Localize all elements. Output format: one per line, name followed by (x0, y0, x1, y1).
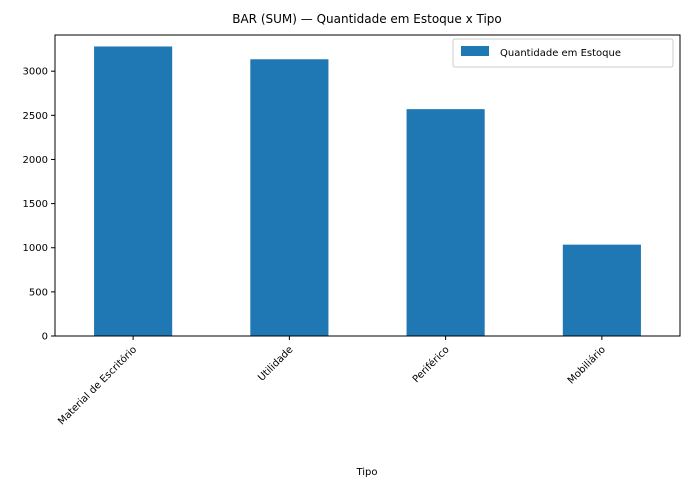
y-tick-label-4: 2000 (23, 155, 48, 166)
x-tick-label-3: Mobiliário (565, 344, 608, 387)
y-tick-label-0: 0 (42, 332, 48, 343)
y-tick-label-1: 500 (29, 287, 48, 298)
x-axis-ticks: Material de Escritório Utilidade Periféric… (55, 336, 608, 427)
y-tick-label-3: 1500 (23, 199, 48, 210)
x-tick-label-1: Utilidade (256, 344, 295, 383)
x-axis-title: Tipo (355, 467, 377, 478)
y-tick-label-5: 2500 (23, 111, 48, 122)
bar-2 (406, 109, 485, 336)
plot-frame (54, 34, 681, 337)
bars-group (94, 46, 641, 337)
x-tick-label-2: Periférico (410, 344, 452, 386)
y-tick-label-2: 1000 (23, 243, 48, 254)
legend: Quantidade em Estoque (452, 38, 674, 68)
bar-3 (562, 244, 641, 336)
chart-title: BAR (SUM) — Quantidade em Estoque x Tipo (232, 12, 502, 26)
legend-label-quantidade-em-estoque: Quantidade em Estoque (500, 48, 621, 59)
legend-swatch (461, 46, 489, 56)
legend-box (452, 38, 674, 68)
bar-1 (250, 59, 329, 336)
x-tick-label-0: Material de Escritório (55, 344, 139, 428)
y-tick-label-6: 3000 (23, 67, 48, 78)
y-axis-ticks: 0 500 1000 1500 2000 2500 3000 (23, 67, 55, 343)
bar-0 (94, 46, 173, 337)
